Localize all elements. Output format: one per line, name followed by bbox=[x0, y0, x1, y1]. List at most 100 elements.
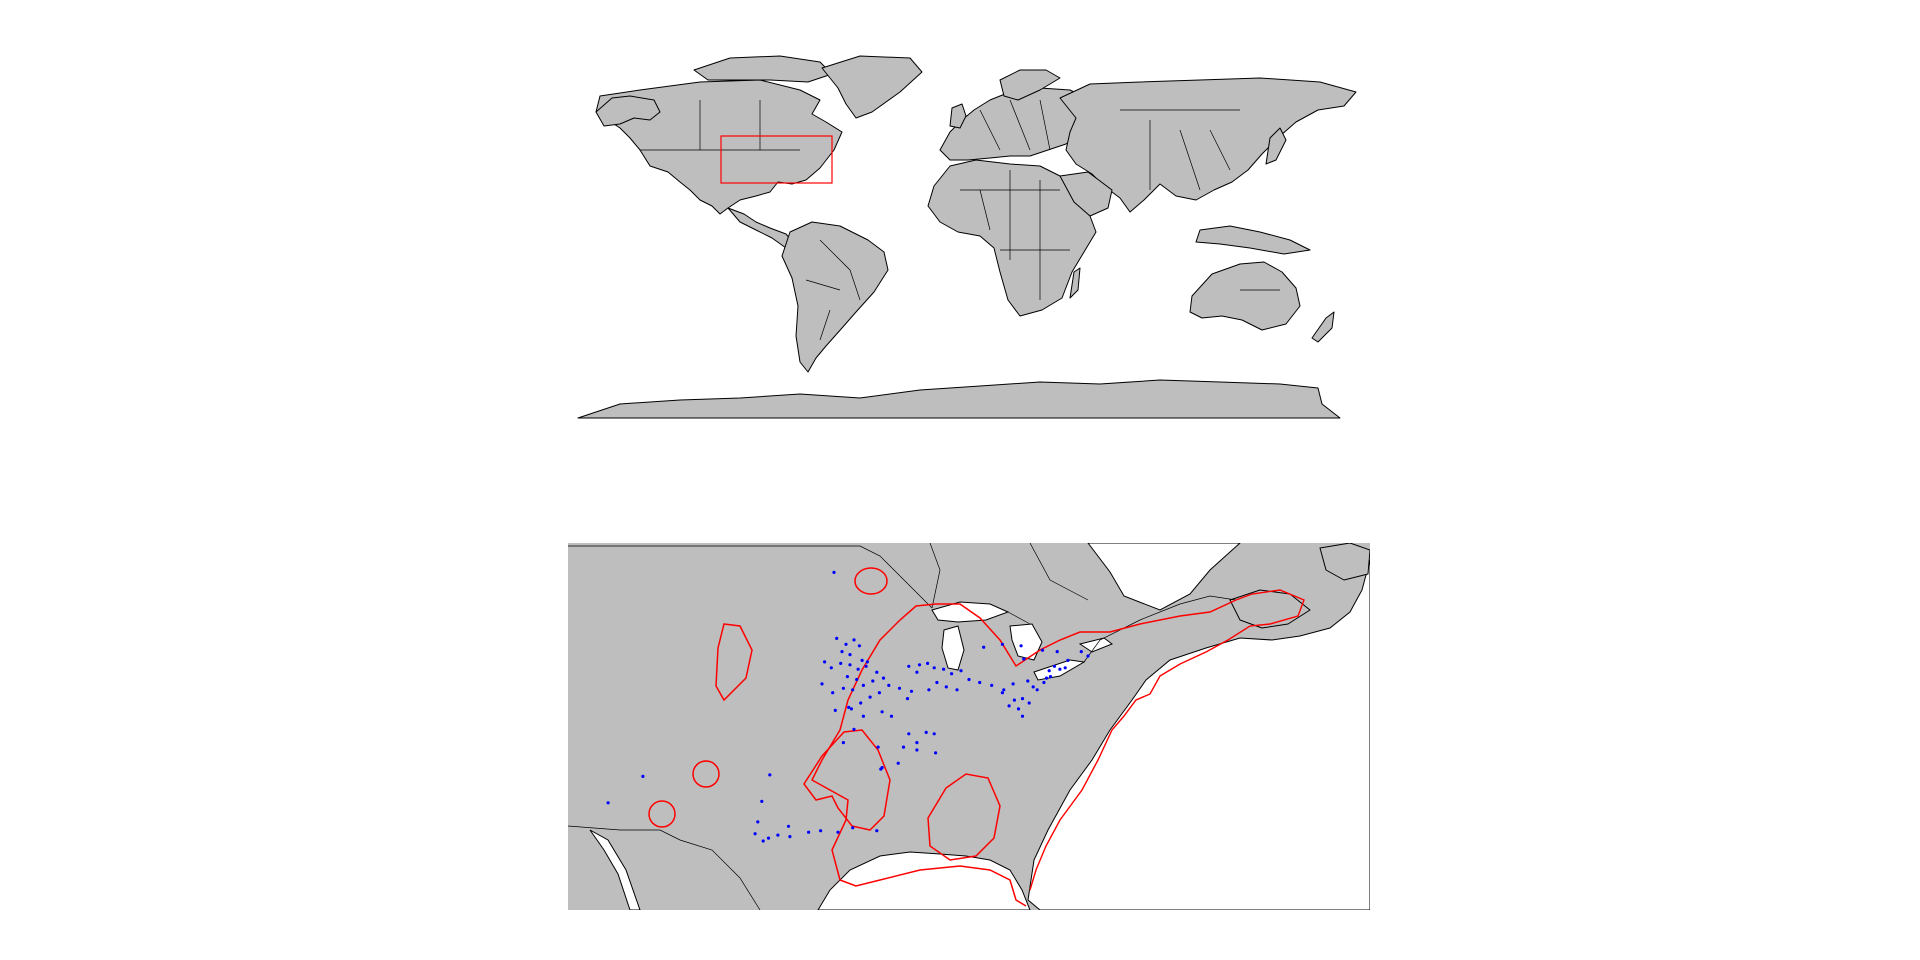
occurrence-point bbox=[901, 745, 906, 749]
occurrence-point bbox=[982, 645, 986, 649]
occurrence-point bbox=[839, 661, 843, 666]
range-isolate-plains bbox=[715, 623, 753, 702]
occurrence-point bbox=[761, 839, 765, 843]
occurrence-point bbox=[927, 688, 931, 692]
occurrence-point bbox=[887, 683, 891, 688]
occurrence-point bbox=[924, 730, 928, 735]
occurrence-point bbox=[932, 732, 936, 736]
us-mexico-border bbox=[568, 825, 761, 910]
occurrence-point bbox=[786, 824, 791, 828]
occurrence-point bbox=[841, 686, 846, 690]
australia-landmass bbox=[1189, 261, 1301, 331]
occurrence-point bbox=[820, 682, 824, 686]
occurrence-point bbox=[877, 691, 882, 695]
africa-landmass bbox=[927, 159, 1097, 317]
occurrence-point bbox=[889, 714, 894, 718]
occurrence-point bbox=[841, 741, 846, 745]
occurrence-point bbox=[823, 660, 827, 664]
occurrence-point bbox=[1063, 666, 1067, 670]
occurrence-point bbox=[932, 666, 936, 670]
asia-landmass bbox=[1059, 77, 1357, 213]
occurrence-point bbox=[641, 774, 645, 779]
occurrence-point bbox=[1007, 704, 1011, 708]
occurrence-point bbox=[897, 686, 902, 690]
range-coast-red bbox=[1029, 589, 1305, 891]
occurrence-point bbox=[915, 670, 919, 674]
lake-michigan bbox=[941, 625, 965, 671]
occurrence-point bbox=[1000, 642, 1005, 646]
species-range-outlines bbox=[648, 567, 1305, 907]
occurrence-point bbox=[879, 767, 883, 771]
occurrence-point bbox=[907, 732, 911, 736]
madagascar-landmass bbox=[1069, 267, 1081, 299]
occurrence-point bbox=[915, 741, 919, 745]
occurrence-point bbox=[967, 677, 971, 682]
occurrence-point bbox=[915, 748, 919, 752]
occurrence-point bbox=[935, 680, 939, 685]
occurrence-point bbox=[831, 691, 835, 695]
occurrence-point bbox=[832, 570, 836, 575]
range-sub-loop-central bbox=[927, 773, 1001, 861]
occurrence-point bbox=[1079, 650, 1083, 654]
occurrence-point bbox=[844, 642, 848, 646]
occurrence-point bbox=[829, 666, 833, 670]
occurrence-point bbox=[819, 829, 823, 833]
occurrence-point bbox=[760, 799, 764, 804]
occurrence-point bbox=[1040, 648, 1045, 652]
range-isolate-far-southwest bbox=[648, 800, 676, 828]
occurrence-point bbox=[776, 833, 780, 837]
occurrence-point bbox=[1058, 667, 1062, 671]
occurrence-point bbox=[1027, 701, 1031, 705]
occurrence-point bbox=[944, 685, 948, 689]
occurrence-point bbox=[1042, 680, 1046, 685]
range-sub-loop-west bbox=[803, 729, 891, 831]
scandinavia-landmass bbox=[999, 69, 1061, 101]
us-canada-border bbox=[568, 545, 1237, 663]
world-landmasses bbox=[577, 55, 1357, 419]
occurrence-point bbox=[934, 751, 938, 755]
occurrence-point bbox=[1022, 657, 1026, 661]
occurrence-point bbox=[868, 695, 872, 699]
occurrence-point bbox=[917, 663, 922, 667]
atlantic-ocean bbox=[1027, 559, 1370, 910]
british-isles-landmass bbox=[949, 103, 967, 129]
hudson-bay bbox=[1087, 543, 1241, 611]
occurrence-point bbox=[835, 636, 839, 641]
occurrence-point bbox=[950, 672, 954, 676]
occurrence-point bbox=[1026, 679, 1030, 683]
occurrence-point bbox=[848, 653, 852, 657]
japan-landmass bbox=[1265, 127, 1287, 165]
occurrence-point bbox=[896, 761, 900, 765]
occurrence-point bbox=[807, 830, 811, 834]
occurrence-point bbox=[1048, 675, 1053, 679]
occurrence-point bbox=[1012, 698, 1017, 702]
occurrence-point bbox=[955, 688, 959, 692]
occurrence-point bbox=[847, 705, 851, 710]
greenland-landmass bbox=[821, 55, 923, 119]
south-america-landmass bbox=[781, 221, 889, 373]
occurrence-point bbox=[768, 773, 772, 777]
occurrence-point bbox=[1016, 707, 1021, 711]
occurrence-point bbox=[1035, 688, 1039, 692]
occurrence-point bbox=[864, 664, 868, 668]
occurrence-point bbox=[851, 826, 855, 830]
occurrence-point bbox=[871, 679, 875, 683]
occurrence-point bbox=[865, 660, 870, 664]
occurrence-point bbox=[875, 670, 879, 674]
occurrence-point bbox=[840, 650, 844, 654]
occurrence-point bbox=[942, 667, 946, 671]
occurrence-point bbox=[788, 835, 792, 839]
occurrence-point bbox=[766, 836, 771, 840]
occurrence-point bbox=[1066, 658, 1070, 663]
occurrence-point bbox=[859, 701, 863, 705]
lake-superior bbox=[931, 601, 1010, 623]
occurrence-point bbox=[856, 667, 860, 671]
range-isolate-north bbox=[854, 567, 888, 595]
occurrence-point bbox=[881, 676, 886, 680]
occurrence-point bbox=[1044, 676, 1049, 680]
occurrence-point bbox=[845, 675, 850, 679]
occurrence-point bbox=[852, 727, 856, 732]
occurrence-point bbox=[1000, 691, 1005, 695]
